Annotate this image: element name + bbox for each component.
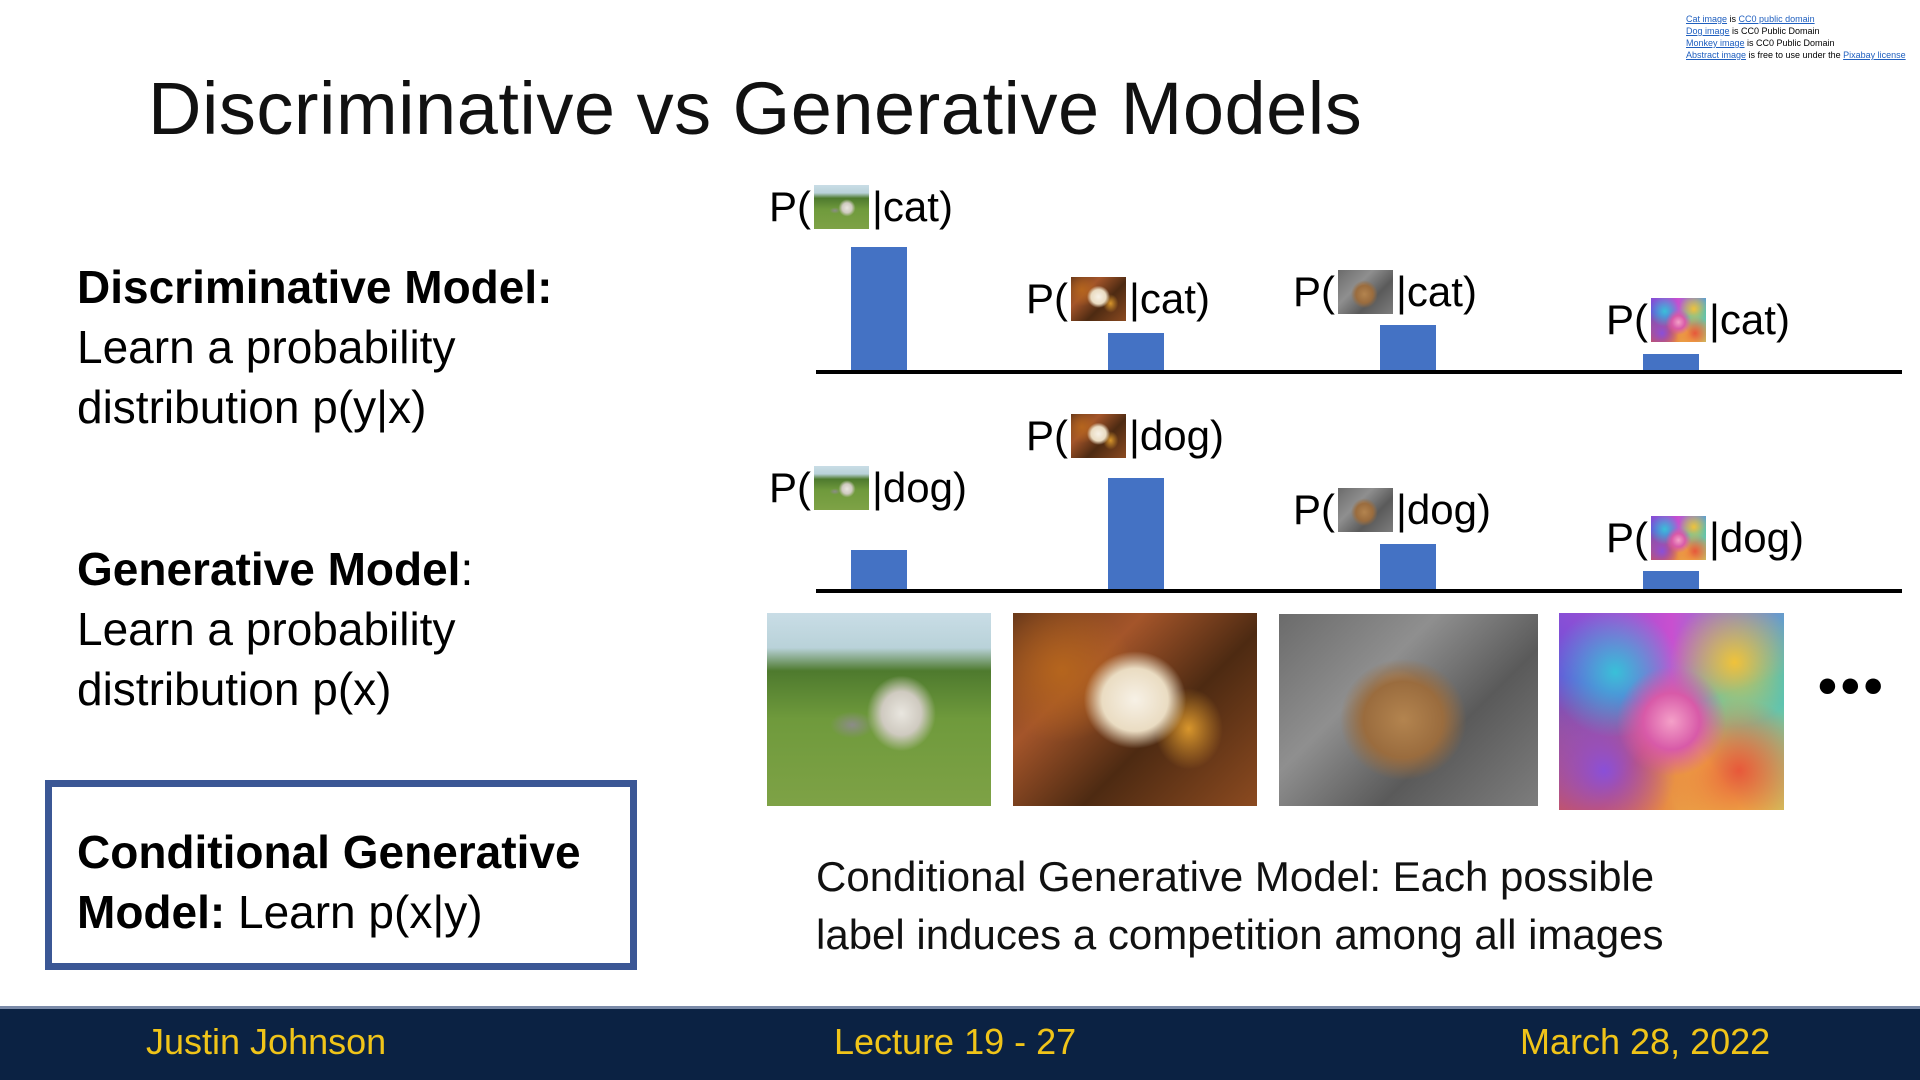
p-open: P( — [769, 183, 811, 230]
abstract-thumbnail-icon — [1651, 516, 1706, 560]
conditional-line1: Conditional Generative — [77, 826, 581, 878]
label-p-cat-given-dog: P( |dog) — [769, 462, 967, 514]
cc0-link[interactable]: CC0 public domain — [1738, 14, 1815, 24]
cat-condition: |cat) — [1396, 268, 1477, 315]
caption-line1: Conditional Generative Model: Each possi… — [816, 853, 1655, 900]
monkey-thumbnail-icon — [1338, 270, 1393, 314]
footer-date: March 28, 2022 — [1520, 1021, 1771, 1062]
p-open: P( — [1026, 275, 1068, 322]
label-p-abstract-given-dog: P( |dog) — [1606, 512, 1804, 564]
bar-dog-given-cat — [1108, 333, 1164, 370]
cat-image-link[interactable]: Cat image — [1686, 14, 1728, 24]
caption-line2: label induces a competition among all im… — [816, 911, 1664, 958]
bar-dog-given-dog — [1108, 478, 1164, 589]
bar-cat-given-cat — [851, 247, 907, 370]
cat-condition: |cat) — [872, 183, 953, 230]
dog-condition: |dog) — [1709, 514, 1804, 561]
credit-line-abstract: Abstract image is free to use under the … — [1686, 49, 1906, 61]
conditional-rest: Learn p(x|y) — [225, 886, 483, 938]
pixabay-link[interactable]: Pixabay license — [1843, 50, 1906, 60]
bar-abstract-given-cat — [1643, 354, 1699, 370]
generative-line2: distribution p(x) — [77, 663, 392, 715]
credit-text: is CC0 Public Domain — [1729, 26, 1820, 36]
conditional-box — [45, 780, 637, 970]
abstract-image-link[interactable]: Abstract image — [1686, 50, 1747, 60]
abstract-thumbnail-icon — [1651, 298, 1706, 342]
conditional-text: Conditional Generative Model: Learn p(x|… — [77, 822, 581, 942]
credit-text: is free to use under the — [1746, 50, 1844, 60]
label-p-abstract-given-cat: P( |cat) — [1606, 294, 1790, 346]
generative-heading: Generative Model — [77, 543, 461, 595]
cat-image — [767, 613, 991, 806]
discriminative-block: Discriminative Model: Learn a probabilit… — [77, 257, 552, 437]
dog-condition: |dog) — [1396, 486, 1491, 533]
bar-monkey-given-cat — [1380, 325, 1436, 370]
dog-thumbnail-icon — [1071, 277, 1126, 321]
credit-text: is CC0 Public Domain — [1744, 38, 1835, 48]
p-open: P( — [769, 464, 811, 511]
dog-condition: |dog) — [872, 464, 967, 511]
label-p-dog-given-cat: P( |cat) — [1026, 273, 1210, 325]
label-p-cat-given-cat: P( |cat) — [769, 181, 953, 233]
monkey-image-link[interactable]: Monkey image — [1686, 38, 1745, 48]
label-p-monkey-given-dog: P( |dog) — [1293, 484, 1491, 536]
p-open: P( — [1293, 486, 1335, 533]
bar-cat-given-dog — [851, 550, 907, 589]
credit-line-dog: Dog image is CC0 Public Domain — [1686, 25, 1906, 37]
conditional-heading2: Model: — [77, 886, 226, 938]
p-open: P( — [1606, 514, 1648, 561]
generative-line1: Learn a probability — [77, 603, 456, 655]
discriminative-line2: distribution p(y|x) — [77, 381, 427, 433]
slide-title: Discriminative vs Generative Models — [148, 67, 1363, 150]
p-open: P( — [1026, 412, 1068, 459]
discriminative-heading: Discriminative Model: — [77, 261, 553, 313]
dog-image-link[interactable]: Dog image — [1686, 26, 1730, 36]
credit-text: is — [1727, 14, 1739, 24]
dog-thumbnail-icon — [1071, 414, 1126, 458]
bar-abstract-given-dog — [1643, 571, 1699, 589]
cat-thumbnail-icon — [814, 466, 869, 510]
bar-monkey-given-dog — [1380, 544, 1436, 589]
monkey-image — [1279, 614, 1538, 806]
ellipsis: ••• — [1818, 656, 1887, 716]
footer-bar — [0, 1006, 1920, 1080]
caption: Conditional Generative Model: Each possi… — [816, 848, 1664, 964]
credit-line-monkey: Monkey image is CC0 Public Domain — [1686, 37, 1906, 49]
abstract-image — [1559, 613, 1784, 810]
p-open: P( — [1606, 296, 1648, 343]
discriminative-line1: Learn a probability — [77, 321, 456, 373]
generative-colon: : — [460, 543, 474, 595]
image-credits: Cat image is CC0 public domain Dog image… — [1686, 13, 1906, 61]
monkey-thumbnail-icon — [1338, 488, 1393, 532]
cat-chart-axis — [816, 370, 1902, 374]
generative-block: Generative Model: Learn a probability di… — [77, 539, 473, 719]
p-open: P( — [1293, 268, 1335, 315]
footer-author: Justin Johnson — [146, 1021, 387, 1062]
dog-condition: |dog) — [1129, 412, 1224, 459]
cat-thumbnail-icon — [814, 185, 869, 229]
credit-line-cat: Cat image is CC0 public domain — [1686, 13, 1906, 25]
cat-condition: |cat) — [1709, 296, 1790, 343]
dog-chart-axis — [816, 589, 1902, 593]
label-p-dog-given-dog: P( |dog) — [1026, 410, 1224, 462]
footer-lecture: Lecture 19 - 27 — [834, 1021, 1077, 1062]
dog-image — [1013, 613, 1257, 806]
label-p-monkey-given-cat: P( |cat) — [1293, 266, 1477, 318]
cat-condition: |cat) — [1129, 275, 1210, 322]
